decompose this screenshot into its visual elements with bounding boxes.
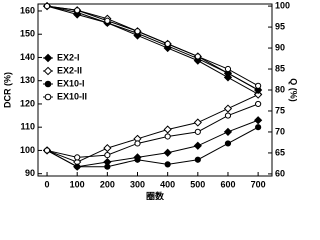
- y2-tick-label: 60: [275, 168, 285, 178]
- x-tick-label: 300: [130, 179, 145, 189]
- x-axis-label: 圈数: [146, 190, 165, 200]
- point: [255, 124, 262, 131]
- point: [134, 156, 141, 163]
- point: [134, 28, 141, 35]
- point: [164, 161, 171, 168]
- point: [163, 148, 172, 157]
- series-line: [46, 126, 259, 168]
- x-tick-label: 100: [70, 179, 85, 189]
- series-line: [46, 94, 259, 163]
- y2-axis-label: Q (%): [289, 78, 299, 102]
- y2-tick-label: 95: [275, 21, 285, 31]
- y-tick-label: 90: [25, 168, 35, 178]
- legend-marker: [43, 66, 53, 76]
- y2-tick-label: 65: [275, 147, 285, 157]
- y-tick-label: 150: [20, 29, 35, 39]
- point: [134, 140, 141, 147]
- y-tick-label: 110: [20, 122, 35, 132]
- series-line: [46, 103, 259, 158]
- point: [104, 17, 111, 24]
- legend-marker: [43, 53, 53, 63]
- x-tick-label: 600: [220, 179, 235, 189]
- point: [224, 140, 232, 147]
- y-tick-label: 130: [20, 75, 35, 85]
- y2-tick-label: 75: [275, 105, 285, 115]
- y-tick-label: 160: [20, 5, 35, 15]
- y-tick-label: 120: [20, 98, 35, 108]
- x-tick-label: 200: [100, 179, 115, 189]
- series-line: [46, 5, 259, 91]
- point: [74, 7, 81, 14]
- y-tick-label: 100: [20, 145, 35, 155]
- point: [74, 154, 81, 161]
- x-tick-label: 700: [251, 179, 266, 189]
- legend-label: EX10-II: [57, 91, 87, 101]
- y2-tick-label: 70: [275, 126, 285, 136]
- legend-marker: [44, 93, 52, 101]
- x-tick-label: 0: [45, 179, 50, 189]
- x-tick-label: 500: [190, 179, 205, 189]
- y2-tick-label: 85: [275, 63, 285, 73]
- point: [104, 151, 111, 159]
- y-axis-label: DCR (%): [2, 72, 12, 108]
- point: [43, 147, 51, 154]
- point: [224, 112, 232, 119]
- point: [163, 125, 172, 134]
- y2-tick-label: 80: [275, 84, 285, 94]
- point: [164, 40, 171, 47]
- point: [193, 141, 202, 150]
- x-tick-label: 400: [160, 179, 175, 189]
- series-line: [46, 5, 259, 95]
- point: [254, 116, 263, 125]
- chart: DCR (%) Q (%) 圈数 0 100 200 300 400 500 600 700 9…: [2, 0, 299, 200]
- point: [103, 144, 112, 153]
- point: [43, 2, 51, 10]
- point: [255, 82, 262, 89]
- legend-label: EX10-I: [57, 78, 85, 88]
- point: [255, 100, 262, 108]
- point: [164, 133, 171, 140]
- point: [74, 163, 81, 170]
- point: [223, 104, 233, 113]
- point: [224, 65, 232, 73]
- legend-label: EX2-I: [57, 52, 80, 62]
- y2-tick-label: 90: [275, 42, 285, 52]
- y2-tick-label: 100: [275, 0, 290, 10]
- point: [223, 127, 233, 136]
- y-tick-label: 140: [20, 52, 35, 62]
- series-line: [46, 119, 259, 168]
- legend-label: EX2-II: [57, 65, 82, 75]
- plot-frame: [37, 3, 273, 177]
- point: [223, 73, 233, 82]
- point: [254, 90, 263, 99]
- point: [194, 156, 201, 163]
- point: [194, 128, 201, 135]
- series-line: [46, 5, 259, 87]
- point: [194, 53, 201, 60]
- point: [104, 163, 111, 170]
- legend-marker: [44, 80, 52, 88]
- point: [193, 118, 202, 127]
